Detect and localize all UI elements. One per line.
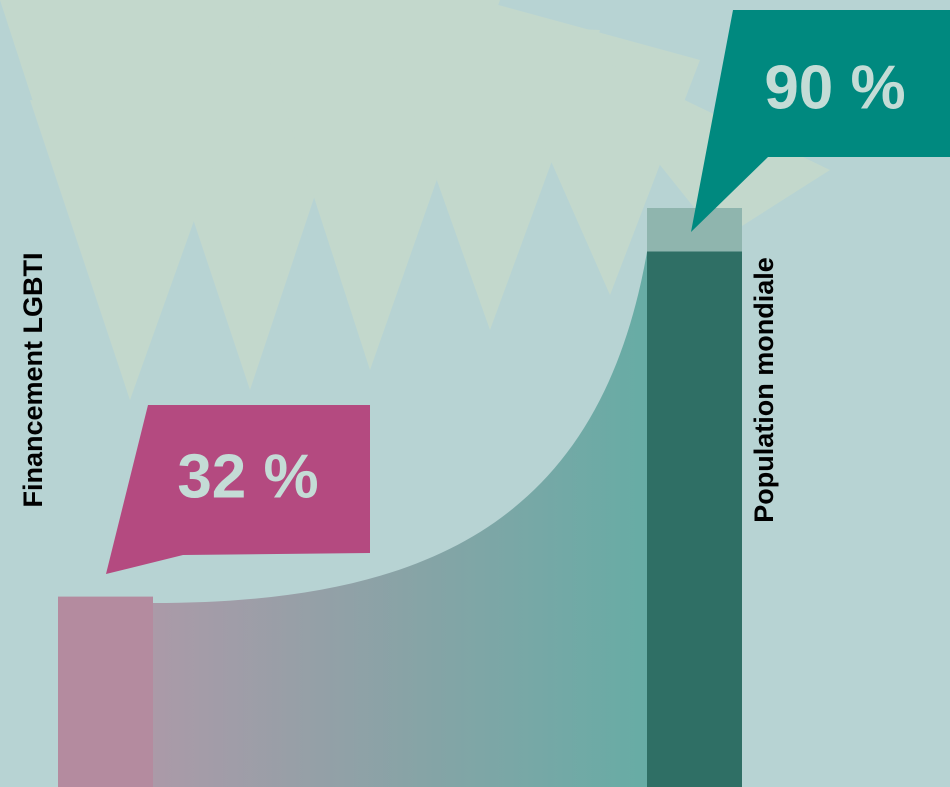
bar — [58, 596, 153, 787]
bar — [647, 251, 742, 787]
starburst — [0, 0, 830, 400]
category-label: Population mondiale — [749, 257, 779, 523]
value-label: 32 % — [177, 442, 318, 511]
flow-area — [153, 252, 647, 787]
category-label: Financement LGBTI — [18, 252, 48, 507]
callout — [106, 405, 370, 574]
value-label: 90 % — [764, 53, 905, 122]
callout — [691, 10, 950, 232]
